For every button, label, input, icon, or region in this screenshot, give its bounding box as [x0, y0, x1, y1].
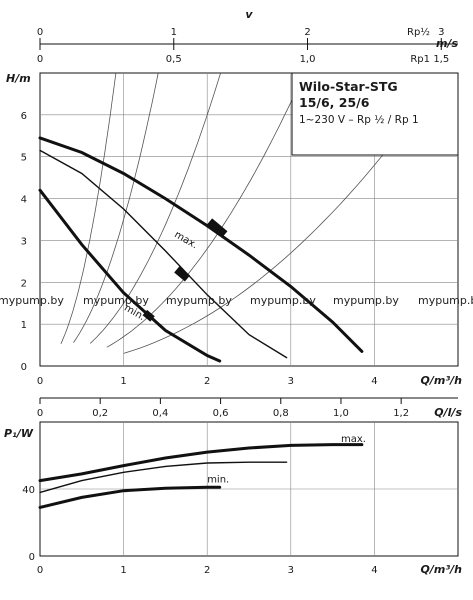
title-variants: 15/6, 25/6 — [299, 95, 370, 110]
flow-ls-tick-label: 0 — [37, 408, 43, 419]
system-curve — [73, 72, 159, 343]
x-tick-label: 4 — [371, 565, 377, 576]
x-tick-label: 0 — [37, 376, 43, 387]
series-label: min. — [207, 474, 229, 485]
watermark: mypump.by — [166, 294, 232, 307]
y-tick-label: 1 — [21, 320, 27, 331]
velocity-tick-label: 1,5 — [433, 54, 449, 65]
x-tick-label: 2 — [204, 376, 210, 387]
power-curve — [38, 443, 364, 483]
flow-ls-tick-label: 1,0 — [333, 408, 349, 419]
y-tick-label: 5 — [21, 153, 27, 164]
y-tick-label: 2 — [21, 278, 27, 289]
velocity-tick-label: 3 — [438, 27, 444, 38]
system-curve — [89, 72, 221, 344]
flow-ls-axis: 0 0,2 0,4 0,6 0,8 1,0 1,2 Q/l/s — [37, 397, 462, 419]
head-chart: max.min. 0 1 2 3 4 0 1 2 3 4 5 6 H/m Q/m³/h Wilo-St… — [0, 72, 473, 387]
flow-ls-tick-label: 1,2 — [393, 408, 409, 419]
flow-ls-tick-label: 0,4 — [152, 408, 168, 419]
velocity-tick-label: 0 — [37, 54, 43, 65]
x-tick-label: 3 — [288, 376, 294, 387]
system-curve — [60, 72, 117, 344]
head-chart-frame — [39, 72, 459, 367]
title-model: Wilo-Star-STG — [299, 79, 398, 94]
optimum-marker — [207, 218, 228, 238]
watermark: mypump.by — [333, 294, 399, 307]
flow-ls-tick-label: 0,8 — [273, 408, 289, 419]
power-axis-title: P₁/W — [4, 427, 34, 440]
power-chart-grid — [40, 422, 458, 556]
velocity-tick-label: 0,5 — [166, 54, 182, 65]
velocity-tick-label: 0 — [37, 27, 43, 38]
x-tick-label: 1 — [120, 565, 126, 576]
velocity-axis-title: v — [245, 8, 253, 21]
series-label: max. — [172, 229, 199, 251]
power-curves: max. min. — [38, 434, 366, 509]
velocity-tick-label: 2 — [304, 27, 310, 38]
x-tick-label: 4 — [371, 376, 377, 387]
rp1-axis-label: Rp1 — [410, 54, 430, 65]
pump-curve — [38, 188, 222, 363]
velocity-tick-label: 1 — [171, 27, 177, 38]
power-curve — [39, 461, 288, 494]
x-tick-label: 2 — [204, 565, 210, 576]
head-curves: max.min. — [38, 136, 364, 363]
watermark: mypump.by — [0, 294, 64, 307]
system-curve — [106, 72, 305, 348]
title-box — [291, 72, 459, 156]
optimum-markers — [142, 218, 228, 322]
optimum-marker — [174, 266, 191, 282]
watermark: mypump.by — [418, 294, 473, 307]
flow-ls-tick-group: 0 0,2 0,4 0,6 0,8 1,0 1,2 — [37, 398, 409, 419]
y-tick-label: 0 — [29, 552, 35, 563]
optimum-marker — [142, 309, 155, 322]
watermark-row: mypump.by mypump.by mypump.by mypump.by … — [0, 294, 473, 307]
y-tick-label: 3 — [21, 236, 27, 247]
y-tick-label: 40 — [22, 485, 35, 496]
head-chart-ticks: 0 1 2 3 4 0 1 2 3 4 5 6 — [21, 111, 378, 387]
flow-ls-tick-label: 0,2 — [92, 408, 108, 419]
velocity-tick-label: 1,0 — [300, 54, 316, 65]
flow-axis-title-main: Q/m³/h — [421, 374, 463, 387]
y-tick-label: 4 — [21, 195, 27, 206]
flow-ls-axis-title: Q/l/s — [434, 406, 462, 419]
flow-axis-title-power: Q/m³/h — [421, 563, 463, 576]
watermark: mypump.by — [83, 294, 149, 307]
pump-curve — [39, 149, 288, 359]
title-spec: 1~230 V – Rp ½ / Rp 1 — [299, 114, 419, 126]
velocity-axes: v m/s Rp½ Rp1 012345600,51,01,52,0 — [37, 8, 459, 65]
flow-ls-tick-label: 0,6 — [213, 408, 229, 419]
x-tick-label: 1 — [120, 376, 126, 387]
rp-half-axis-label: Rp½ — [407, 26, 430, 38]
y-tick-label: 6 — [21, 111, 27, 122]
pump-curve — [38, 136, 364, 353]
x-tick-label: 0 — [37, 565, 43, 576]
series-label: max. — [341, 434, 366, 445]
head-axis-title: H/m — [6, 72, 31, 85]
velocity-tick-group: 012345600,51,01,52,0 — [37, 27, 458, 65]
x-tick-label: 3 — [288, 565, 294, 576]
y-tick-label: 0 — [21, 362, 27, 373]
power-curve — [38, 485, 222, 509]
watermark: mypump.by — [250, 294, 316, 307]
